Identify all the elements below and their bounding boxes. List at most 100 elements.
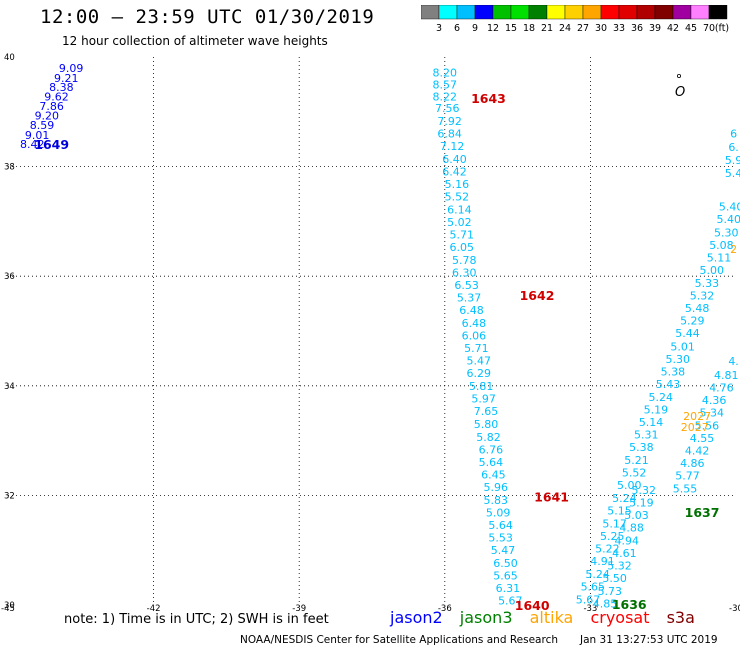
- wave-height-value: 5.32: [632, 484, 657, 497]
- wave-height-value: 8.22: [433, 90, 458, 103]
- wave-height-value: 5.03: [624, 509, 649, 522]
- wave-height-value: 4.36: [702, 394, 727, 407]
- wave-height-value: 9.21: [54, 72, 79, 85]
- wave-height-value: 5.24: [649, 391, 674, 404]
- wave-height-value: 5.9: [725, 154, 740, 167]
- wave-height-value: 5.71: [450, 229, 475, 242]
- colorbar-label: 70: [703, 23, 715, 34]
- lon-tick-label: -39: [292, 604, 306, 614]
- wave-height-value: 5.11: [707, 252, 732, 265]
- wave-height-value: 9.01: [25, 129, 50, 142]
- map-symbol-dot: [677, 74, 682, 79]
- colorbar-label: 36: [631, 23, 643, 34]
- legend-s3a: s3a: [666, 608, 695, 627]
- wave-height-value: 6.84: [437, 128, 462, 141]
- wave-height-value: 5.83: [484, 494, 509, 507]
- wave-height-value: 5.67: [576, 594, 601, 607]
- wave-height-value: 9.09: [59, 62, 84, 75]
- colorbar-label: 39: [649, 23, 661, 34]
- colorbar-label: 21: [541, 23, 553, 34]
- legend-jason2: jason2: [390, 608, 443, 627]
- colorbar-label: 9: [472, 23, 478, 34]
- colorbar-swatch: [708, 5, 728, 20]
- wave-height-value: 5.53: [488, 532, 513, 545]
- wave-height-value: 8.59: [30, 119, 55, 132]
- wave-height-value: 5.64: [479, 456, 504, 469]
- wave-height-value: 6.48: [462, 317, 487, 330]
- wave-height-value: 6.30: [452, 266, 477, 279]
- wave-height-value: 5.24: [612, 492, 637, 505]
- legend-altika: altika: [529, 608, 574, 627]
- wave-height-value: 7.56: [435, 102, 460, 115]
- wave-height-value: 5.24: [585, 568, 610, 581]
- wave-height-value: 5.67: [498, 595, 523, 608]
- wave-height-value: 6.45: [481, 469, 506, 482]
- page-title: 12:00 — 23:59 UTC 01/30/2019: [40, 6, 375, 28]
- wave-height-value: 2027: [681, 421, 709, 434]
- wave-height-value: 2027: [683, 410, 711, 423]
- map-symbol: O: [675, 85, 685, 100]
- wave-height-value: 4.42: [685, 444, 710, 457]
- wave-height-value: 5.00: [617, 479, 642, 492]
- lon-tick-label: -42: [147, 604, 161, 614]
- wave-height-value: 9.62: [44, 90, 69, 103]
- wave-height-value: 5.34: [699, 407, 724, 420]
- wave-height-value: 5.29: [680, 315, 705, 328]
- track-label: 1642: [520, 288, 555, 303]
- wave-height-value: 5.19: [644, 403, 669, 416]
- wave-height-value: 5.55: [673, 482, 698, 495]
- wave-height-value: 5.52: [445, 191, 470, 204]
- colorbar-label: 42: [667, 23, 679, 34]
- track-label: 1637: [685, 505, 720, 520]
- legend-cryosat: cryosat: [590, 608, 650, 627]
- colorbar-label: 33: [613, 23, 625, 34]
- wave-height-value: 5.33: [695, 277, 720, 290]
- track-label: 1649: [34, 137, 69, 152]
- lat-tick-label: 34: [4, 382, 15, 392]
- wave-height-value: 5.73: [598, 585, 623, 598]
- wave-height-value: 5.32: [607, 560, 632, 573]
- credit-line: NOAA/NESDIS Center for Satellite Applica…: [240, 634, 558, 646]
- wave-height-value: 5.22: [595, 543, 620, 556]
- colorbar-label: 24: [559, 23, 571, 34]
- wave-height-value: 5.37: [457, 292, 482, 305]
- wave-height-value: 8.42: [20, 138, 45, 151]
- lon-tick-label: -45: [1, 604, 15, 614]
- wave-height-value: 6.: [728, 141, 739, 154]
- wave-height-value: 5.38: [661, 366, 686, 379]
- wave-height-value: 5.15: [607, 505, 632, 518]
- legend-jason3: jason3: [459, 608, 513, 627]
- colorbar-label: 30: [595, 23, 607, 34]
- wave-height-value: 6.31: [496, 582, 521, 595]
- track-label: 1640: [515, 598, 550, 613]
- wave-height-value: 5.56: [695, 419, 720, 432]
- track-label: 1643: [471, 91, 506, 106]
- wave-height-value: 4.91: [590, 555, 615, 568]
- wave-height-value: 5.47: [467, 355, 492, 368]
- wave-height-value: 6.40: [442, 153, 467, 166]
- wave-height-value: 5.50: [602, 572, 627, 585]
- wave-height-value: 7.65: [474, 405, 499, 418]
- wave-height-value: 5.65: [581, 580, 606, 593]
- wave-height-value: 5.09: [486, 506, 511, 519]
- lat-tick-label: 36: [4, 272, 15, 282]
- wave-height-value: 5.38: [629, 441, 654, 454]
- wave-height-value: 5.65: [493, 569, 518, 582]
- wave-height-value: 8.57: [433, 78, 458, 91]
- wave-height-value: 4.85: [593, 597, 618, 610]
- generated-timestamp: Jan 31 13:27:53 UTC 2019: [580, 634, 718, 646]
- wave-height-value: 5.00: [699, 264, 724, 277]
- wave-height-value: 5.96: [484, 481, 509, 494]
- wave-height-value: 6.05: [450, 241, 475, 254]
- colorbar-label: 6: [454, 23, 460, 34]
- satellite-legend: jason2 jason3 altika cryosat s3a: [390, 608, 707, 627]
- lat-tick-label: 32: [4, 491, 15, 501]
- wave-height-value: 5.78: [452, 254, 477, 267]
- wave-height-value: 6.48: [459, 304, 484, 317]
- wave-height-value: 5.01: [670, 340, 695, 353]
- wave-height-value: 5.25: [600, 530, 625, 543]
- colorbar-label: 27: [577, 23, 589, 34]
- page-subtitle: 12 hour collection of altimeter wave hei…: [62, 34, 328, 48]
- lat-tick-label: 38: [4, 163, 15, 173]
- colorbar-label: 45: [685, 23, 697, 34]
